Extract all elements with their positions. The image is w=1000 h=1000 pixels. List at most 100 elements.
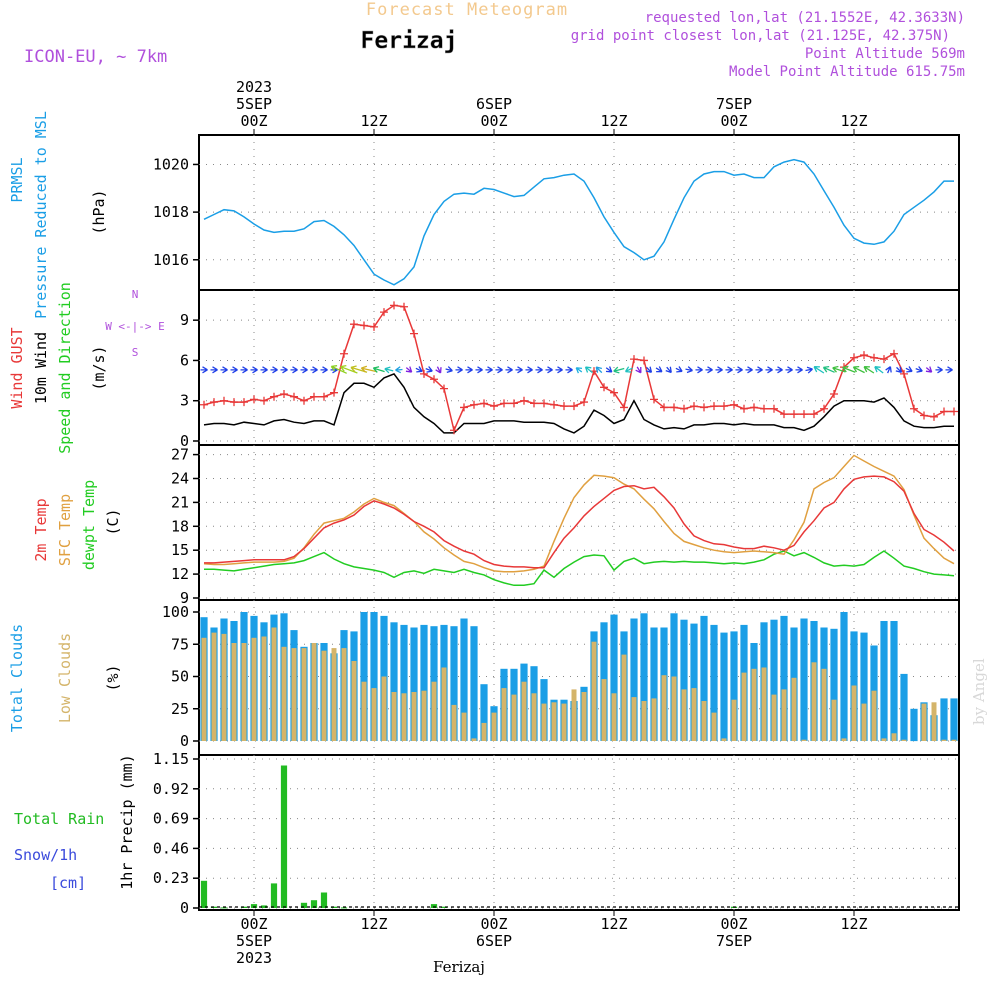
compass-south: S: [132, 346, 139, 359]
wind-gust-marker: [720, 402, 728, 411]
wind-direction-arrow: [675, 366, 683, 373]
low-cloud-bar: [651, 698, 657, 741]
wind-gust-marker: [330, 388, 338, 397]
wind-direction-arrow: [290, 366, 298, 374]
precip-bar: [260, 905, 268, 908]
low-cloud-bar: [811, 662, 817, 741]
total-rain-label: Total Rain: [14, 810, 104, 828]
pressure-label-short: PRMSL: [8, 157, 26, 202]
wind-gust-marker: [890, 349, 898, 358]
wind-direction-arrow: [613, 366, 625, 374]
wind-direction-arrow: [624, 366, 633, 373]
pressure-panel: 1016 1018 1020: [153, 134, 960, 291]
low-cloud-bar: [201, 637, 207, 741]
wind-direction-arrow: [745, 366, 753, 374]
wind-gust-marker: [880, 355, 888, 364]
total-cloud-bar: [640, 613, 648, 741]
low-cloud-bar: [381, 676, 387, 741]
wind-gust-marker: [850, 353, 858, 362]
precip-bar: [280, 765, 288, 908]
pressure-frame: [198, 134, 960, 291]
low-cloud-bar: [761, 667, 767, 741]
wind-gust-line: [203, 304, 954, 433]
low-cloud-bar: [711, 712, 717, 741]
precip-bar: [310, 900, 318, 908]
wind-direction-arrow: [575, 367, 583, 374]
wind-direction-arrow: [832, 365, 846, 373]
total-cloud-bar: [690, 623, 698, 741]
low-cloud-bar: [861, 703, 867, 741]
total-cloud-bar: [780, 615, 788, 741]
wind-gust-marker: [820, 404, 828, 413]
low-clouds-label: Low Clouds: [56, 633, 74, 723]
wind-direction-arrow: [685, 366, 693, 374]
wind-gust-marker: [690, 402, 698, 411]
snow-label: Snow/1h: [14, 846, 77, 864]
low-cloud-bar: [261, 636, 267, 741]
precip-ytick-label: 0.69: [153, 810, 189, 828]
temp-2m-label: 2m Temp: [32, 498, 50, 561]
wind-direction-arrow: [505, 366, 513, 374]
low-cloud-bar: [561, 703, 567, 741]
wind-gust-marker: [410, 329, 418, 338]
clouds-unit: (%): [104, 664, 122, 691]
wind-direction-arrow: [360, 365, 377, 373]
wind-direction-arrow: [220, 366, 228, 374]
wind-gust-marker: [600, 383, 608, 392]
wind-gust-marker: [810, 410, 818, 419]
low-cloud-bar: [771, 694, 777, 741]
low-cloud-bar: [221, 633, 227, 741]
wind-direction-arrow: [465, 366, 473, 374]
wind-gust-marker: [620, 403, 628, 412]
wind-gust-marker: [340, 349, 348, 358]
wind-direction-arrow: [525, 366, 533, 374]
temperature-ytick-label: 18: [171, 517, 189, 535]
wind-direction-arrow: [725, 366, 733, 374]
wind-gust-marker: [470, 400, 478, 409]
precip-bar: [220, 907, 228, 909]
wind-direction-arrow: [584, 366, 593, 374]
wind-gust-marker: [510, 399, 518, 408]
wind-direction-arrow: [925, 366, 933, 373]
total-cloud-bar: [610, 614, 618, 741]
wind-gust-marker: [460, 403, 468, 412]
gridpoint-coords: grid point closest lon,lat (21.125E, 42.…: [571, 28, 950, 44]
wind-direction-arrow: [320, 366, 328, 374]
wind-direction-arrow: [695, 366, 703, 374]
wind-gust-marker: [680, 404, 688, 413]
wind-gust-marker: [730, 400, 738, 409]
wind-gust-marker: [420, 369, 428, 378]
top-time-label: 12Z: [360, 112, 387, 130]
wind-gust-marker: [480, 399, 488, 408]
low-cloud-bar: [391, 692, 397, 741]
wind-direction-arrow: [635, 366, 642, 374]
wind-gust-marker: [710, 402, 718, 411]
total-cloud-bar: [420, 624, 428, 741]
wind-gust-marker: [700, 403, 708, 412]
wind-direction-arrow: [715, 366, 723, 374]
wind-direction-arrow: [765, 366, 773, 374]
compass-west-east: W <-|-> E: [105, 320, 165, 333]
sfc-temp-label: SFC Temp: [56, 494, 74, 566]
total-cloud-bar: [890, 621, 898, 741]
total-cloud-bar: [730, 631, 738, 741]
low-cloud-bar: [691, 688, 697, 741]
temperature-ytick-label: 21: [171, 493, 189, 511]
wind-direction-arrow: [270, 366, 278, 374]
wind-speed-line: [203, 372, 954, 434]
total-cloud-bar: [880, 621, 888, 741]
wind-gust-marker: [750, 403, 758, 412]
wind-direction-arrow: [565, 366, 573, 374]
wind-direction-arrow: [895, 366, 903, 373]
low-cloud-bar: [241, 643, 247, 741]
precip-ytick-label: 0.92: [153, 780, 189, 798]
low-cloud-bar: [951, 739, 957, 741]
wind-gust-marker: [560, 402, 568, 411]
total-cloud-bar: [770, 619, 778, 741]
low-cloud-bar: [841, 738, 847, 741]
low-cloud-bar: [881, 738, 887, 741]
wind-direction-arrow: [813, 366, 825, 374]
wind-ytick-label: 9: [180, 311, 189, 329]
precip-bar: [200, 880, 208, 908]
